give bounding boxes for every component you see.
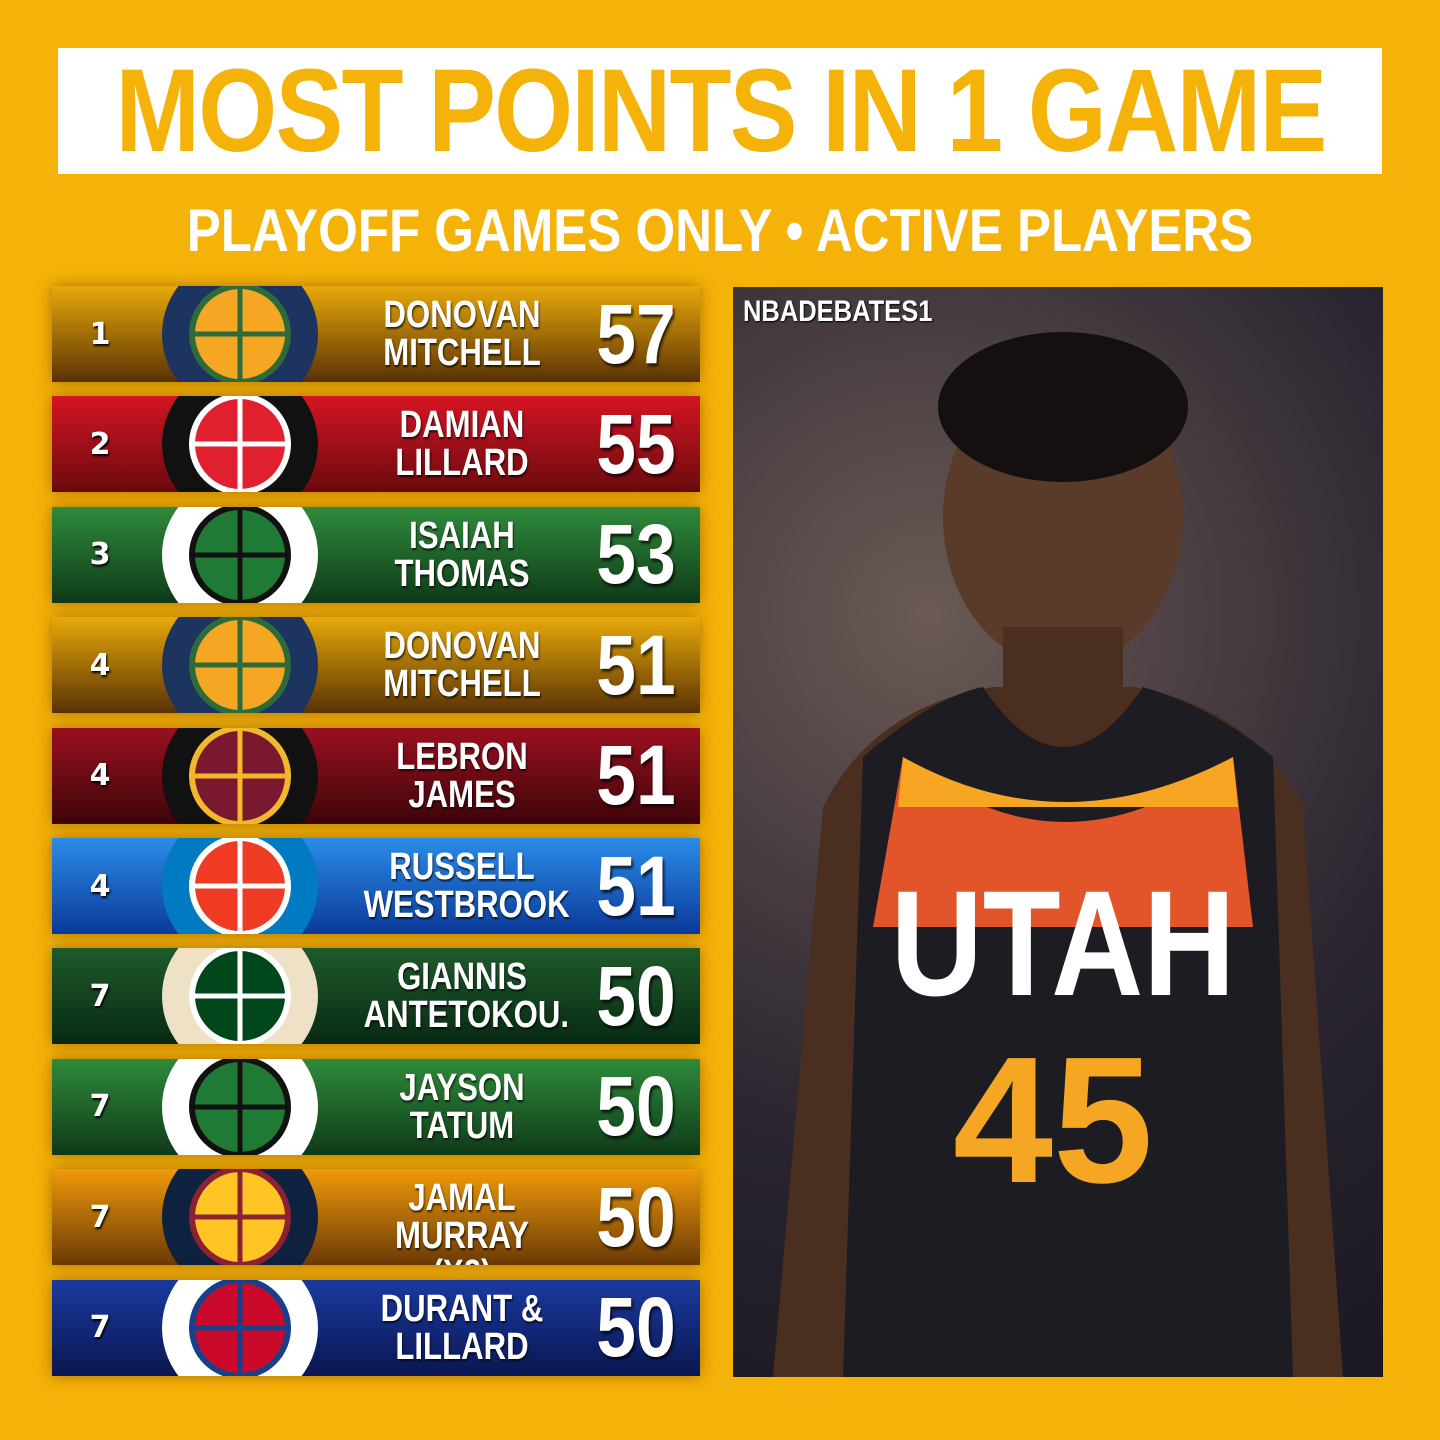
ranking-row: 7 GIANNIS ANTETOKOU. 50 [52, 948, 700, 1045]
player-first-name: DONOVAN [383, 294, 541, 336]
player-last-name: JAMES [408, 773, 516, 816]
player-first-name: LEBRON [396, 735, 528, 778]
watermark: NBADEBATES1 [743, 295, 933, 328]
jazz-logo-icon [162, 617, 318, 714]
points: 50 [596, 1280, 676, 1375]
thunder-logo-icon [162, 838, 318, 934]
points: 50 [596, 1169, 676, 1264]
ranking-row: 4 RUSSELL WESTBROOK 51 [52, 838, 700, 934]
player-first-name: DURANT & [380, 1287, 544, 1330]
player-last-name: ANTETOKOU. [363, 994, 570, 1037]
ranking-row: 1 DONOVAN MITCHELL 57 [52, 286, 700, 382]
nba-logo-icon [162, 1279, 318, 1376]
jersey-number: 45 [952, 1020, 1154, 1221]
celtics-logo-icon [162, 506, 318, 603]
player-last-name: MURRAY (X2) [395, 1215, 529, 1265]
rank: 2 [89, 426, 111, 462]
player-photo: UTAH 45 NBADEBATES1 [733, 287, 1383, 1377]
celtics-logo-icon [162, 1058, 318, 1155]
player-first-name: GIANNIS [397, 956, 527, 999]
player-first-name: JAMAL [408, 1177, 516, 1220]
nuggets-logo-icon [162, 1169, 318, 1266]
player-first-name: RUSSELL [389, 846, 535, 888]
points: 50 [596, 1059, 676, 1154]
ranking-row: 7 JAMAL MURRAY (X2) 50 [52, 1169, 700, 1266]
ranking-row: 7 DURANT & LILLARD 50 [52, 1279, 700, 1376]
player-last-name: WESTBROOK [363, 884, 570, 926]
bucks-logo-icon [162, 948, 318, 1045]
page-title: MOST POINTS IN 1 GAME [115, 45, 1327, 177]
ranking-row: 7 JAYSON TATUM 50 [52, 1058, 700, 1155]
subtitle: PLAYOFF GAMES ONLY • ACTIVE PLAYERS [186, 197, 1254, 264]
player-last-name: MITCHELL [383, 332, 541, 374]
title-banner: MOST POINTS IN 1 GAME [58, 45, 1382, 177]
cavaliers-logo-icon [162, 727, 318, 824]
player-first-name: ISAIAH [409, 514, 515, 557]
ranking-row: 4 DONOVAN MITCHELL 51 [52, 617, 700, 714]
rank: 7 [89, 1199, 111, 1235]
player-first-name: JAYSON [399, 1066, 525, 1109]
rank: 7 [89, 1310, 111, 1346]
rank: 4 [89, 647, 111, 683]
points: 50 [596, 948, 676, 1043]
blazers-logo-icon [162, 396, 318, 493]
player-last-name: LILLARD [395, 442, 529, 485]
player-last-name: TATUM [409, 1104, 515, 1147]
player-last-name: LILLARD [395, 1325, 529, 1368]
player-last-name: THOMAS [394, 552, 530, 595]
player-silhouette [773, 332, 1343, 1377]
rank: 4 [89, 868, 111, 904]
ranking-row: 3 ISAIAH THOMAS 53 [52, 506, 700, 603]
rank: 7 [89, 978, 111, 1014]
points: 55 [596, 396, 676, 491]
rank: 4 [89, 758, 111, 794]
points: 51 [596, 617, 676, 712]
ranking-row: 4 LEBRON JAMES 51 [52, 727, 700, 824]
ranking-row: 2 DAMIAN LILLARD 55 [52, 396, 700, 493]
rank: 3 [89, 537, 111, 573]
player-first-name: DAMIAN [399, 404, 525, 447]
rank: 1 [89, 316, 111, 352]
points: 57 [596, 286, 676, 381]
rank: 7 [89, 1089, 111, 1125]
jersey-text: UTAH [890, 859, 1236, 1027]
player-first-name: DONOVAN [383, 625, 541, 668]
points: 51 [596, 838, 676, 933]
jazz-logo-icon [162, 286, 318, 382]
points: 51 [596, 728, 676, 823]
player-last-name: MITCHELL [383, 663, 541, 706]
points: 53 [596, 507, 676, 602]
